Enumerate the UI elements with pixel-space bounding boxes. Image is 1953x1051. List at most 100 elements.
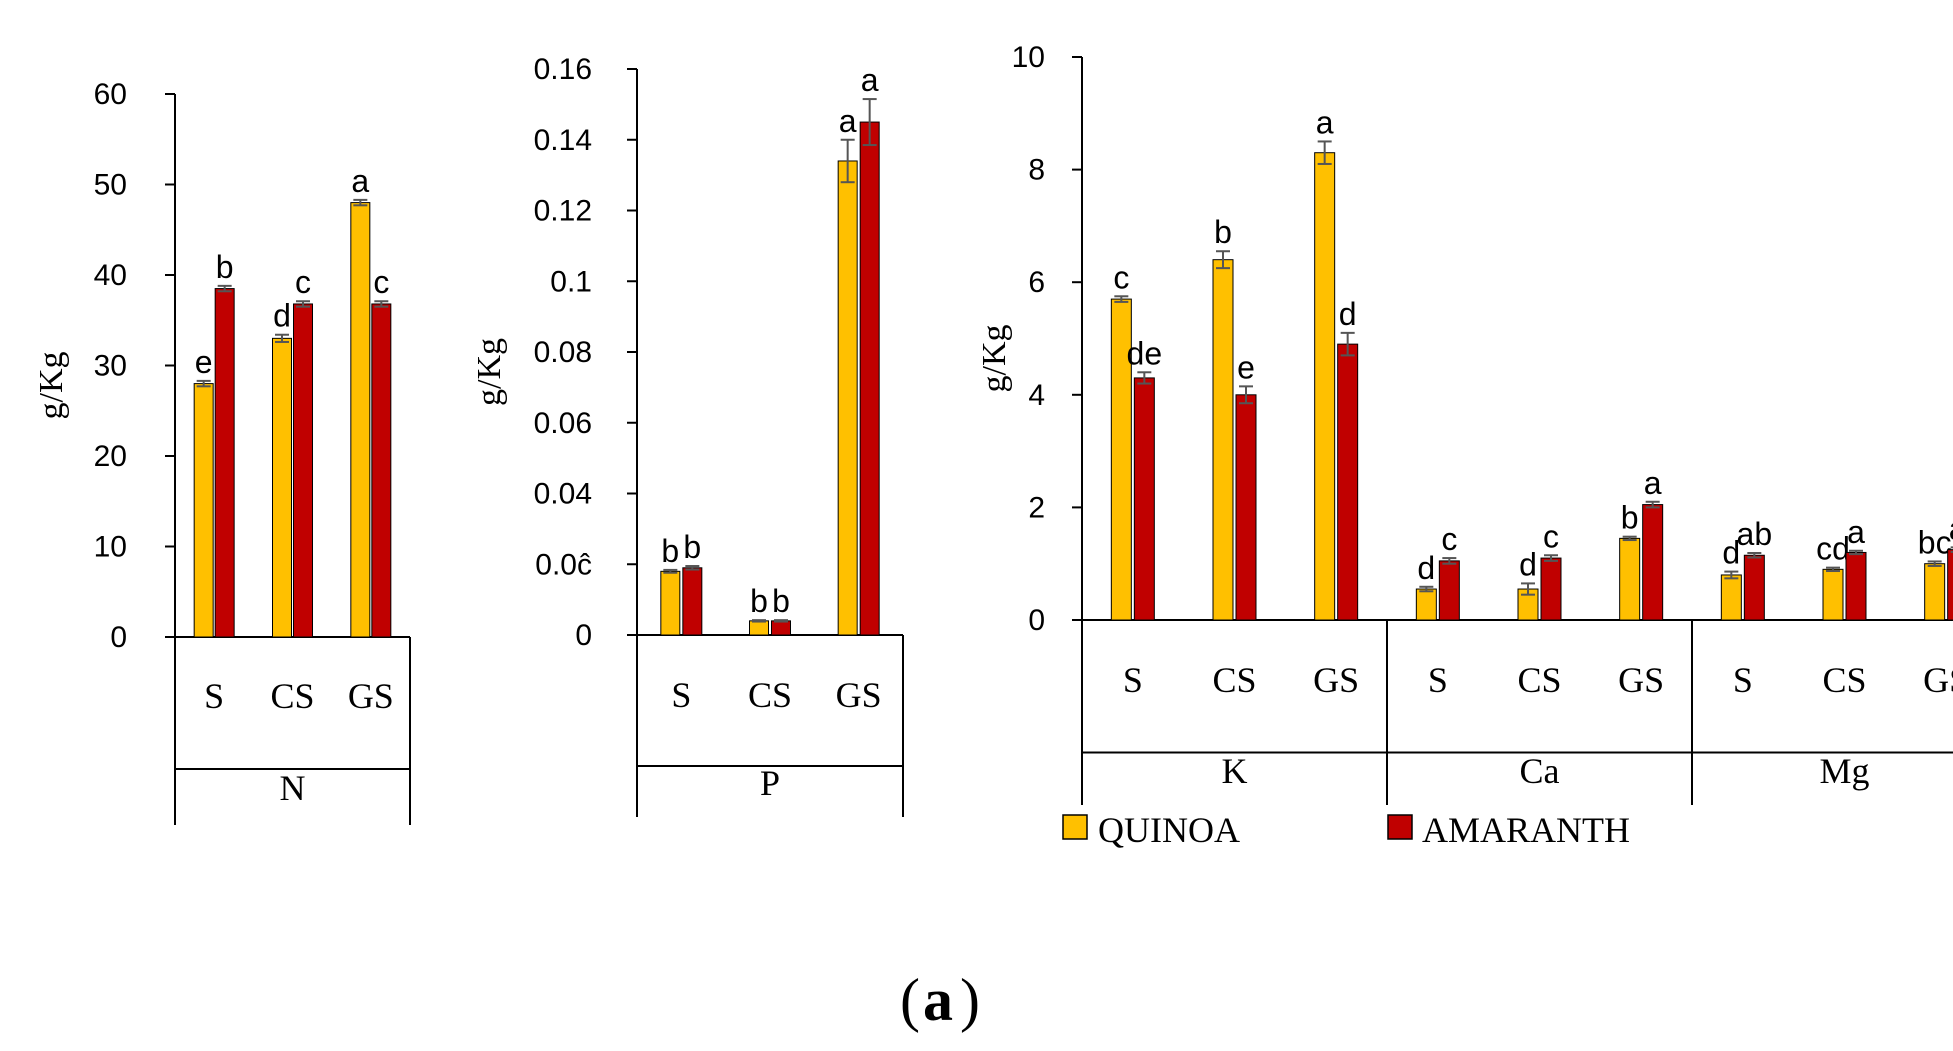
quinoa-significance-label: e [195, 344, 213, 380]
quinoa-significance-label: b [1621, 500, 1639, 536]
quinoa-bar [1212, 259, 1234, 621]
quinoa-bar [272, 337, 292, 638]
quinoa-bar [1720, 574, 1742, 621]
category-label: S [1733, 660, 1753, 700]
category-label: GS [1923, 660, 1953, 700]
quinoa-significance-label: b [1214, 214, 1232, 250]
chart-k-ca-mg: 0246810g/KgKScdeCSbeGSadCaSdcCSdcGSbaMgS… [976, 41, 1953, 805]
amaranth-bar [1845, 551, 1867, 621]
category-label: S [1428, 660, 1448, 700]
quinoa-significance-label: c [1113, 259, 1129, 295]
quinoa-bar [1619, 537, 1641, 621]
category-label: GS [1313, 660, 1359, 700]
y-axis-title: g/Kg [471, 338, 508, 406]
y-axis-title: g/Kg [33, 352, 70, 420]
quinoa-bar [660, 570, 681, 636]
category-label: GS [348, 676, 394, 716]
amaranth-significance-label: a [1949, 510, 1953, 546]
legend-amaranth-label: AMARANTH [1422, 810, 1630, 850]
amaranth-bar [1235, 394, 1257, 621]
amaranth-significance-label: c [295, 264, 311, 300]
category-label: GS [836, 675, 882, 715]
caption-letter: a [923, 967, 953, 1033]
quinoa-significance-label: a [1316, 104, 1334, 140]
caption-close: ) [960, 967, 980, 1033]
amaranth-significance-label: a [1847, 514, 1865, 550]
amaranth-bar [682, 567, 703, 636]
y-tick-label: 0.0ĉ [535, 548, 592, 581]
amaranth-bar [859, 121, 880, 636]
amaranth-significance-label: c [373, 264, 389, 300]
y-tick-label: 0.12 [534, 195, 592, 228]
legend: QUINOA AMARANTH [1062, 810, 1630, 850]
amaranth-significance-label: c [1441, 521, 1457, 557]
y-tick-label: 4 [1028, 379, 1045, 412]
y-tick-label: 40 [94, 259, 127, 292]
quinoa-bar [749, 620, 769, 636]
y-tick-label: 10 [94, 531, 127, 564]
group-label: Ca [1520, 751, 1560, 791]
y-tick-label: 0 [575, 619, 592, 652]
amaranth-bar [371, 303, 392, 638]
legend-quinoa-swatch [1062, 814, 1088, 840]
y-tick-label: 6 [1028, 266, 1045, 299]
amaranth-bar [1438, 560, 1460, 621]
amaranth-significance-label: a [861, 62, 879, 98]
quinoa-significance-label: cd [1816, 531, 1850, 567]
y-tick-label: 0.1 [550, 265, 592, 298]
category-label: CS [1822, 660, 1866, 700]
amaranth-bar [1133, 377, 1155, 621]
amaranth-bar [1743, 554, 1765, 621]
category-label: CS [748, 675, 792, 715]
y-tick-label: 8 [1028, 154, 1045, 187]
category-label: CS [270, 676, 314, 716]
quinoa-significance-label: a [351, 163, 369, 199]
y-tick-label: 0.16 [534, 53, 592, 86]
category-label: S [204, 676, 224, 716]
amaranth-significance-label: d [1339, 296, 1357, 332]
amaranth-significance-label: b [216, 249, 234, 285]
category-label: S [1123, 660, 1143, 700]
quinoa-significance-label: d [273, 298, 291, 334]
quinoa-bar [1924, 563, 1946, 621]
group-label: N [280, 768, 306, 808]
category-label: CS [1212, 660, 1256, 700]
y-tick-label: 50 [94, 169, 127, 202]
amaranth-bar [771, 620, 791, 636]
y-tick-label: 0 [1028, 604, 1045, 637]
category-label: GS [1618, 660, 1664, 700]
category-label: CS [1517, 660, 1561, 700]
legend-amaranth-swatch [1387, 814, 1413, 840]
quinoa-bar [350, 202, 371, 638]
y-tick-label: 0.06 [534, 407, 592, 440]
amaranth-significance-label: b [772, 583, 790, 619]
amaranth-bar [1540, 557, 1562, 621]
group-label: P [760, 763, 780, 803]
y-tick-label: 0.04 [534, 478, 592, 511]
group-label: Mg [1819, 751, 1869, 791]
amaranth-bar [214, 288, 235, 638]
y-axis-title: g/Kg [976, 325, 1013, 393]
amaranth-bar [1947, 549, 1953, 621]
y-tick-label: 10 [1012, 41, 1045, 74]
quinoa-bar [1822, 568, 1844, 621]
amaranth-significance-label: e [1237, 349, 1255, 385]
quinoa-bar [837, 160, 858, 636]
y-tick-label: 0.08 [534, 336, 592, 369]
quinoa-significance-label: bc [1918, 524, 1952, 560]
y-tick-label: 0.14 [534, 124, 592, 157]
amaranth-significance-label: ab [1737, 516, 1773, 552]
y-tick-label: 0 [110, 621, 127, 654]
y-tick-label: 2 [1028, 491, 1045, 524]
y-tick-label: 30 [94, 350, 127, 383]
quinoa-significance-label: d [1417, 550, 1435, 586]
amaranth-bar [1642, 504, 1664, 621]
figure-caption: ( a ) [900, 967, 980, 1033]
quinoa-bar [193, 383, 214, 638]
quinoa-bar [1415, 588, 1437, 621]
amaranth-significance-label: b [683, 529, 701, 565]
quinoa-significance-label: d [1722, 535, 1740, 571]
quinoa-significance-label: a [839, 103, 857, 139]
